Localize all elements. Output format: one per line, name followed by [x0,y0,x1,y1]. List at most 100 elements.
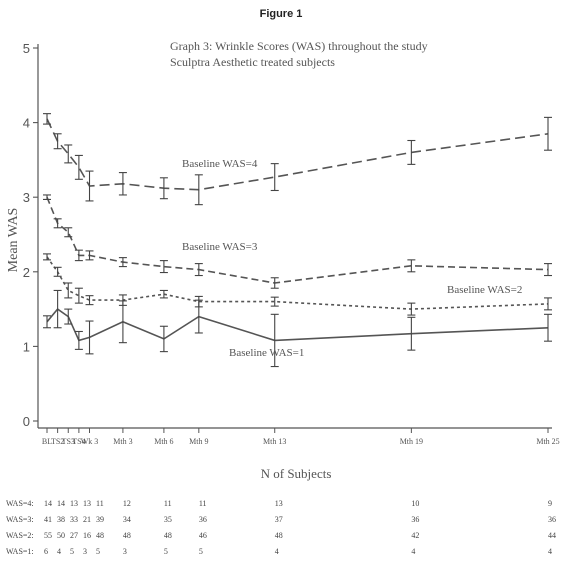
x-tick-label: Mth 19 [400,437,423,446]
error-bar [194,299,203,334]
y-axis-label: Mean WAS [6,208,21,273]
subjects-count: 11 [96,499,104,508]
series-line [46,308,549,342]
subjects-row: WAS=4: 14 14 13 13 11 12 11 11 13 10 9 [6,499,552,508]
x-tick-label: Mth 6 [154,437,173,446]
x-tick-label: BL [42,437,52,446]
subjects-count: 11 [164,499,172,508]
subjects-count: 42 [411,531,419,540]
subjects-table-title: N of Subjects [261,466,332,481]
error-bar [74,330,83,350]
error-bar [43,315,51,329]
error-bar [64,282,73,299]
y-tick-label: 0 [23,414,30,429]
error-bar [74,249,83,262]
error-bar [53,266,62,277]
y-tick-label: 2 [23,265,30,280]
series-2 [43,194,552,289]
y-tick-label: 5 [23,41,30,56]
subjects-count: 44 [548,531,556,540]
error-bar [407,302,416,316]
series-line [46,118,549,191]
subjects-count: 14 [57,499,65,508]
x-tick-label: TS2 [51,437,64,446]
subjects-count: 4 [57,547,61,556]
subjects-count: 10 [411,499,419,508]
error-bar [407,316,416,351]
error-bar [118,300,127,344]
subjects-count: 13 [275,499,283,508]
error-bar [159,260,168,274]
subjects-count: 48 [275,531,283,540]
error-bar [53,218,62,229]
subjects-count: 6 [44,547,48,556]
error-bar [64,227,73,238]
series-3 [43,253,552,316]
error-bar [43,194,51,200]
subjects-count: 14 [44,499,52,508]
error-bar [74,287,83,304]
subjects-count: 34 [123,515,131,524]
subjects-count: 36 [548,515,556,524]
error-bar [270,313,279,368]
subjects-count: 48 [96,531,104,540]
y-tick-label: 1 [23,339,30,354]
subjects-count: 35 [164,515,172,524]
error-bar [43,113,51,125]
y-tick-label: 3 [23,190,30,205]
subjects-count: 3 [123,547,127,556]
error-bar [544,313,552,342]
series-labels: Baseline WAS=4 Baseline WAS=3 Baseline WAS… [182,158,522,359]
subjects-count: 12 [123,499,131,508]
error-bar [85,320,94,355]
subjects-count: 46 [199,531,207,540]
error-bar [74,154,83,180]
error-bar [85,250,94,261]
subjects-count: 11 [199,499,207,508]
error-bar [544,116,552,151]
y-tick-label: 4 [23,116,30,131]
series-line [46,196,549,284]
error-bar [407,139,416,165]
subjects-count: 5 [199,547,203,556]
error-bar [159,289,168,299]
x-tick-label: Mth 9 [189,437,208,446]
error-bar [64,144,73,164]
error-bar [43,253,51,261]
subjects-row: WAS=2: 55 50 27 16 48 48 48 46 48 42 44 [6,531,556,540]
subjects-count: 37 [275,515,283,524]
series-label-1: Baseline WAS=4 [182,158,258,170]
x-tick-label: Mth 3 [113,437,132,446]
error-bar [85,170,94,202]
subjects-count: 41 [44,515,52,524]
subjects-count: 27 [70,531,78,540]
subjects-row-label: WAS=3: [6,515,34,524]
subjects-count: 4 [548,547,552,556]
subjects-count: 36 [199,515,207,524]
error-bar [194,174,203,206]
error-bar [159,325,168,353]
subjects-count: 50 [57,531,65,540]
figure-label: Figure 1 [259,8,303,20]
subjects-count: 39 [96,515,104,524]
x-tick-label: TS3 [62,437,75,446]
error-bar [64,308,73,325]
error-bar [544,263,552,277]
series-label-3: Baseline WAS=2 [447,284,522,296]
error-bar [270,163,279,192]
subjects-row-label: WAS=4: [6,499,34,508]
series-label-2: Baseline WAS=3 [182,241,258,253]
subjects-count: 5 [70,547,74,556]
error-bar [194,263,203,277]
error-bar [118,257,127,268]
x-tick-label: Mth 25 [536,437,559,446]
subjects-count: 16 [83,531,91,540]
subjects-row-label: WAS=2: [6,531,34,540]
error-bar [53,289,62,329]
subjects-count: 33 [70,515,78,524]
subjects-count: 13 [70,499,78,508]
error-bar [85,295,94,306]
